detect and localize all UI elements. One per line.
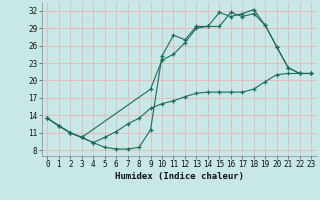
X-axis label: Humidex (Indice chaleur): Humidex (Indice chaleur) [115, 172, 244, 181]
